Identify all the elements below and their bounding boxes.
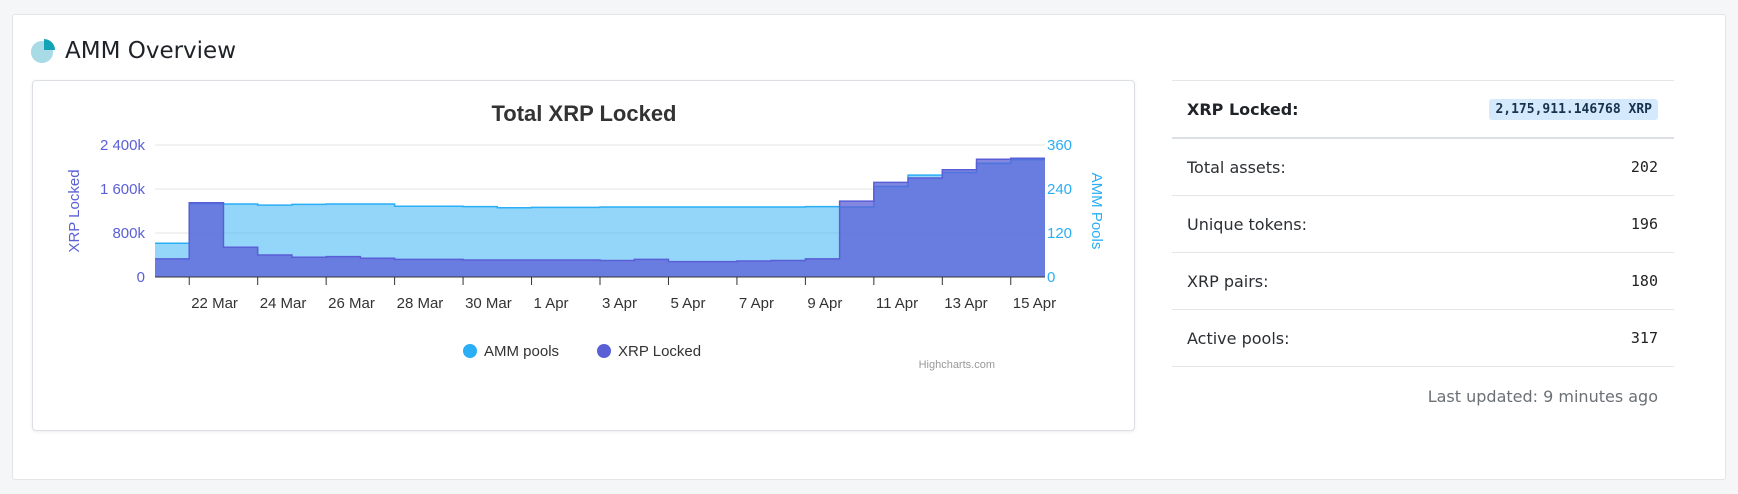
stat-row-xrp-locked: XRP Locked: 2,175,911.146768 XRP <box>1172 80 1674 139</box>
x-tick-label: 28 Mar <box>397 295 444 312</box>
y-tick-label-right: 360 <box>1047 137 1072 154</box>
section-header: AMM Overview <box>30 34 236 68</box>
stat-label: Total assets: <box>1187 157 1286 177</box>
xrp-locked-badge: 2,175,911.146768 XRP <box>1489 98 1658 120</box>
y-tick-label-left: 2 400k <box>100 137 146 154</box>
stat-label: XRP Locked: <box>1187 99 1299 119</box>
chart-credits[interactable]: Highcharts.com <box>919 359 995 371</box>
stat-value: 202 <box>1630 158 1658 176</box>
stat-value: 196 <box>1630 215 1658 233</box>
stat-row-unique-tokens: Unique tokens: 196 <box>1172 196 1674 253</box>
x-tick-label: 24 Mar <box>260 295 307 312</box>
stat-value: 180 <box>1630 272 1658 290</box>
pie-chart-icon <box>31 39 55 63</box>
legend-marker <box>463 344 477 358</box>
chart-title: Total XRP Locked <box>491 101 676 126</box>
y-axis-title-left: XRP Locked <box>66 169 83 252</box>
stat-row-active-pools: Active pools: 317 <box>1172 310 1674 367</box>
x-tick-label: 22 Mar <box>191 295 238 312</box>
series-line-xrp-locked <box>155 157 1045 263</box>
xrp-locked-chart: Total XRP Locked 22 Mar 24 Mar 26 Mar 28 Ma… <box>66 101 1105 371</box>
stats-panel: XRP Locked: 2,175,911.146768 XRP Total a… <box>1172 80 1674 406</box>
legend-label: XRP Locked <box>618 343 701 360</box>
x-tick-label: 11 Apr <box>876 295 918 312</box>
x-tick-label: 13 Apr <box>944 295 987 312</box>
x-tick-label: 26 Mar <box>328 295 375 312</box>
stat-value: 317 <box>1630 329 1658 347</box>
page-title: AMM Overview <box>65 38 237 64</box>
stat-label: Unique tokens: <box>1187 214 1307 234</box>
chart-panel: Total XRP Locked 22 Mar 24 Mar 26 Mar 28 Ma… <box>32 80 1135 431</box>
series-line-amm-pools <box>155 158 1045 245</box>
y-axis-title-right: AMM Pools <box>1088 173 1105 250</box>
x-tick-label: 3 Apr <box>602 295 637 312</box>
y-tick-label-left: 0 <box>137 269 145 286</box>
y-tick-label-right: 120 <box>1047 225 1072 242</box>
legend-label: AMM pools <box>484 343 559 360</box>
y-tick-label-left: 800k <box>112 225 145 242</box>
legend-item-amm-pools[interactable]: AMM pools <box>463 343 559 360</box>
stat-row-xrp-pairs: XRP pairs: 180 <box>1172 253 1674 310</box>
x-tick-label: 9 Apr <box>807 295 842 312</box>
y-tick-label-right: 240 <box>1047 181 1072 198</box>
x-tick-label: 15 Apr <box>1013 295 1056 312</box>
x-tick-label: 5 Apr <box>670 295 705 312</box>
x-tick-label: 7 Apr <box>739 295 774 312</box>
stat-label: XRP pairs: <box>1187 271 1269 291</box>
legend-item-xrp-locked[interactable]: XRP Locked <box>597 343 701 360</box>
x-tick-label: 1 Apr <box>534 295 569 312</box>
legend-marker <box>597 344 611 358</box>
stat-label: Active pools: <box>1187 328 1290 348</box>
last-updated: Last updated: 9 minutes ago <box>1427 387 1658 406</box>
series-area-amm-pools <box>155 159 1045 277</box>
x-tick-label: 30 Mar <box>465 295 512 312</box>
y-tick-label-left: 1 600k <box>100 181 146 198</box>
stat-row-total-assets: Total assets: 202 <box>1172 139 1674 196</box>
y-tick-label-right: 0 <box>1047 269 1055 286</box>
